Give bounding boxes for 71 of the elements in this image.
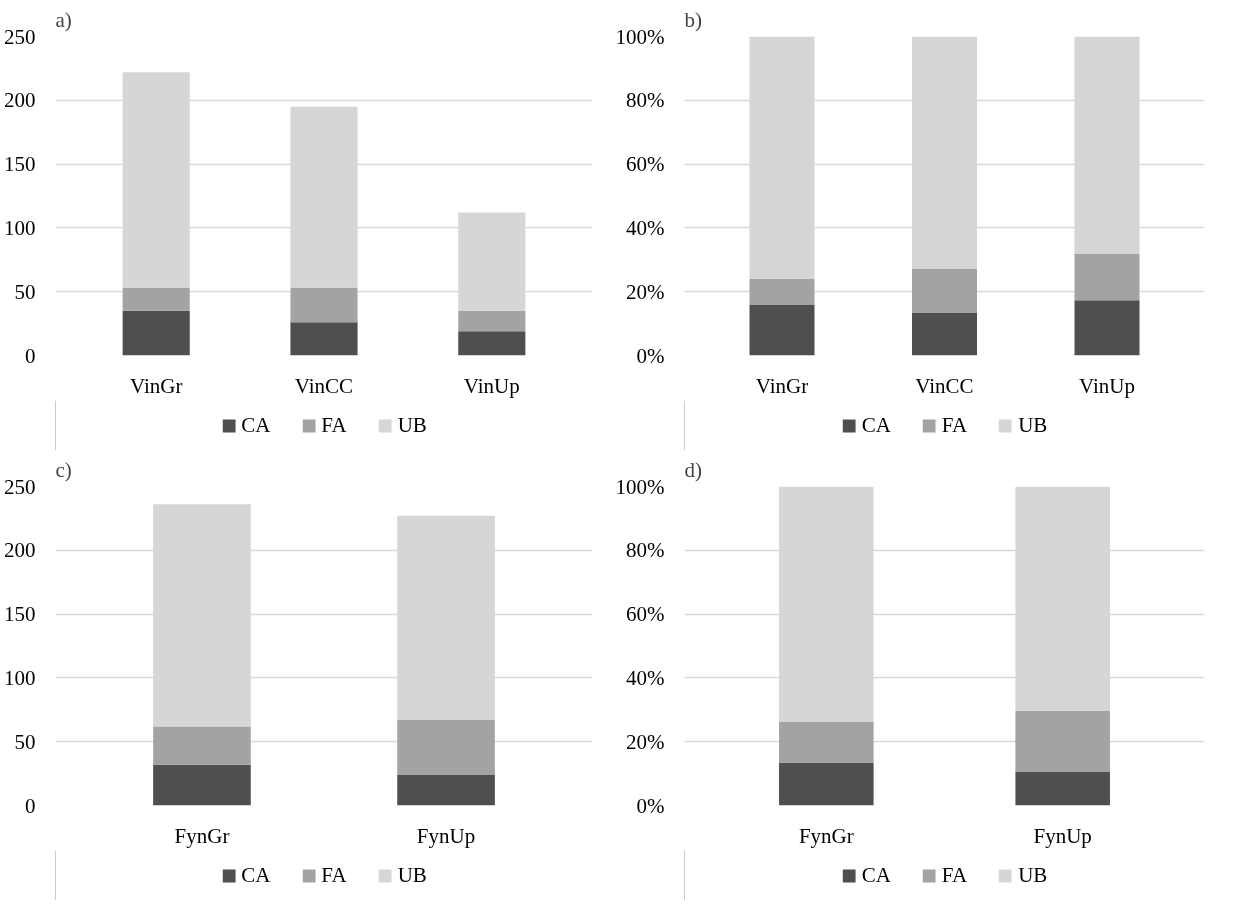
- bar: [458, 310, 526, 332]
- y-tick-label: 100%: [615, 474, 665, 499]
- y-tick-label: 250: [4, 24, 36, 49]
- bar: [912, 312, 977, 356]
- text: d): [684, 457, 702, 482]
- y-tick-label: 150: [4, 152, 36, 177]
- y-tick-label: 0%: [636, 793, 665, 818]
- bar: [290, 322, 358, 356]
- bar: [779, 721, 874, 763]
- bar: [290, 106, 358, 288]
- y-tick-label: 0: [25, 343, 36, 368]
- y-tick-label: 150: [4, 602, 36, 627]
- x-tick-label: VinUp: [1079, 373, 1135, 398]
- x-tick-label: VinCC: [915, 373, 974, 398]
- y-tick-label: 80%: [626, 88, 665, 113]
- bar: [779, 762, 874, 806]
- bar: [1074, 300, 1140, 356]
- bar: [1074, 254, 1140, 301]
- y-tick-label: 50: [14, 729, 36, 754]
- legend-label: FA: [321, 862, 347, 888]
- legend-label: UB: [1018, 862, 1048, 888]
- x-tick-label: VinGr: [755, 373, 809, 398]
- text: c): [55, 457, 72, 482]
- y-tick-label: 250: [4, 474, 36, 499]
- y-tick-label: 200: [4, 538, 36, 563]
- bar: [290, 287, 358, 323]
- y-tick-label: 40%: [626, 215, 665, 240]
- bar: [912, 268, 977, 313]
- y-tick-label: 50: [14, 279, 36, 304]
- x-tick-label: VinCC: [294, 373, 354, 398]
- bar: [122, 287, 190, 311]
- legend-label: UB: [1018, 412, 1048, 438]
- text: a): [55, 7, 72, 32]
- text: b): [684, 7, 702, 32]
- bar: [1015, 711, 1110, 773]
- bar: [749, 304, 815, 356]
- bar: [458, 331, 526, 356]
- y-tick-label: 80%: [626, 538, 665, 563]
- legend-label: FA: [941, 862, 968, 888]
- y-tick-label: 40%: [626, 665, 665, 690]
- x-tick-label: FynUp: [416, 823, 476, 848]
- bar: [397, 774, 495, 806]
- legend-label: FA: [941, 412, 968, 438]
- x-tick-label: VinUp: [463, 373, 520, 398]
- x-tick-label: FynGr: [798, 823, 854, 848]
- bar: [749, 278, 815, 305]
- legend-label: CA: [241, 412, 271, 438]
- legend-label: CA: [241, 862, 271, 888]
- y-tick-label: 0%: [636, 343, 665, 368]
- bar: [153, 726, 251, 765]
- x-tick-label: VinGr: [129, 373, 183, 398]
- x-tick-label: FynUp: [1033, 823, 1092, 848]
- y-tick-label: 100: [4, 665, 36, 690]
- y-tick-label: 60%: [626, 152, 665, 177]
- y-tick-label: 200: [4, 88, 36, 113]
- legend-label: FA: [321, 412, 347, 438]
- y-tick-label: 100%: [615, 24, 665, 49]
- legend-label: UB: [397, 862, 427, 888]
- y-tick-label: 60%: [626, 602, 665, 627]
- legend-label: UB: [397, 412, 427, 438]
- bar: [122, 310, 190, 356]
- y-tick-label: 0: [25, 793, 36, 818]
- bar: [153, 764, 251, 806]
- bar: [397, 720, 495, 775]
- bar: [1015, 772, 1110, 806]
- y-tick-label: 20%: [626, 279, 665, 304]
- legend-label: CA: [861, 862, 891, 888]
- x-tick-label: FynGr: [174, 823, 230, 848]
- y-tick-label: 100: [4, 215, 36, 240]
- legend-label: CA: [861, 412, 891, 438]
- y-tick-label: 20%: [626, 729, 665, 754]
